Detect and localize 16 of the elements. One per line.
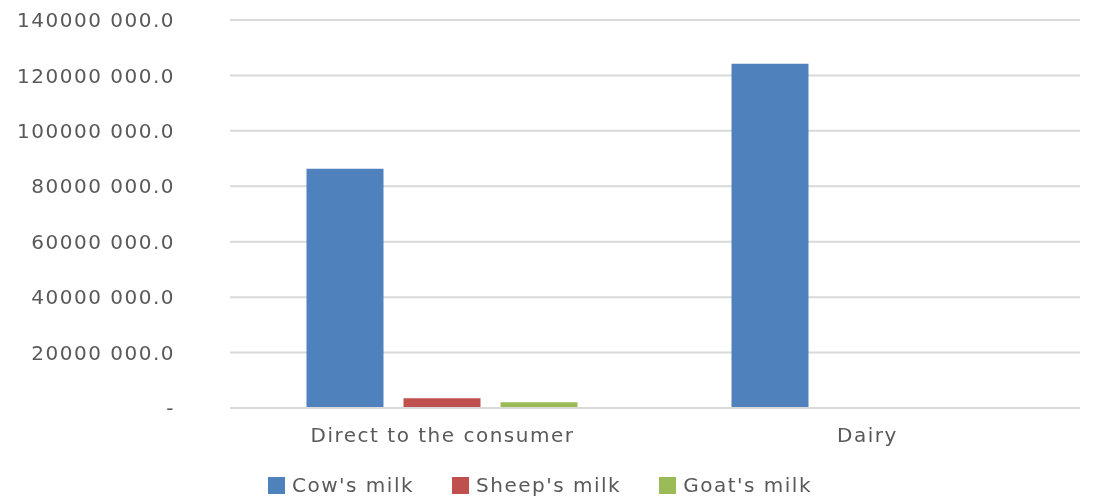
y-tick-label: 60000 000.0 (31, 229, 175, 254)
legend-label: Sheep's milk (476, 473, 622, 497)
bar (403, 398, 481, 408)
y-tick-label: 40000 000.0 (31, 285, 175, 310)
y-tick-label: 20000 000.0 (31, 340, 175, 365)
y-tick-label: 100000 000.0 (17, 118, 175, 143)
bar (731, 63, 809, 408)
y-tick-label: - (166, 396, 175, 421)
legend-label: Cow's milk (292, 473, 415, 497)
bar (306, 168, 384, 408)
y-tick-label: 80000 000.0 (31, 174, 175, 199)
x-tick-label: Dairy (837, 423, 898, 448)
y-tick-label: 120000 000.0 (17, 63, 175, 88)
legend-label: Goat's milk (683, 473, 812, 497)
x-tick-label: Direct to the consumer (310, 423, 575, 448)
y-tick-label: 140000 000.0 (17, 8, 175, 33)
